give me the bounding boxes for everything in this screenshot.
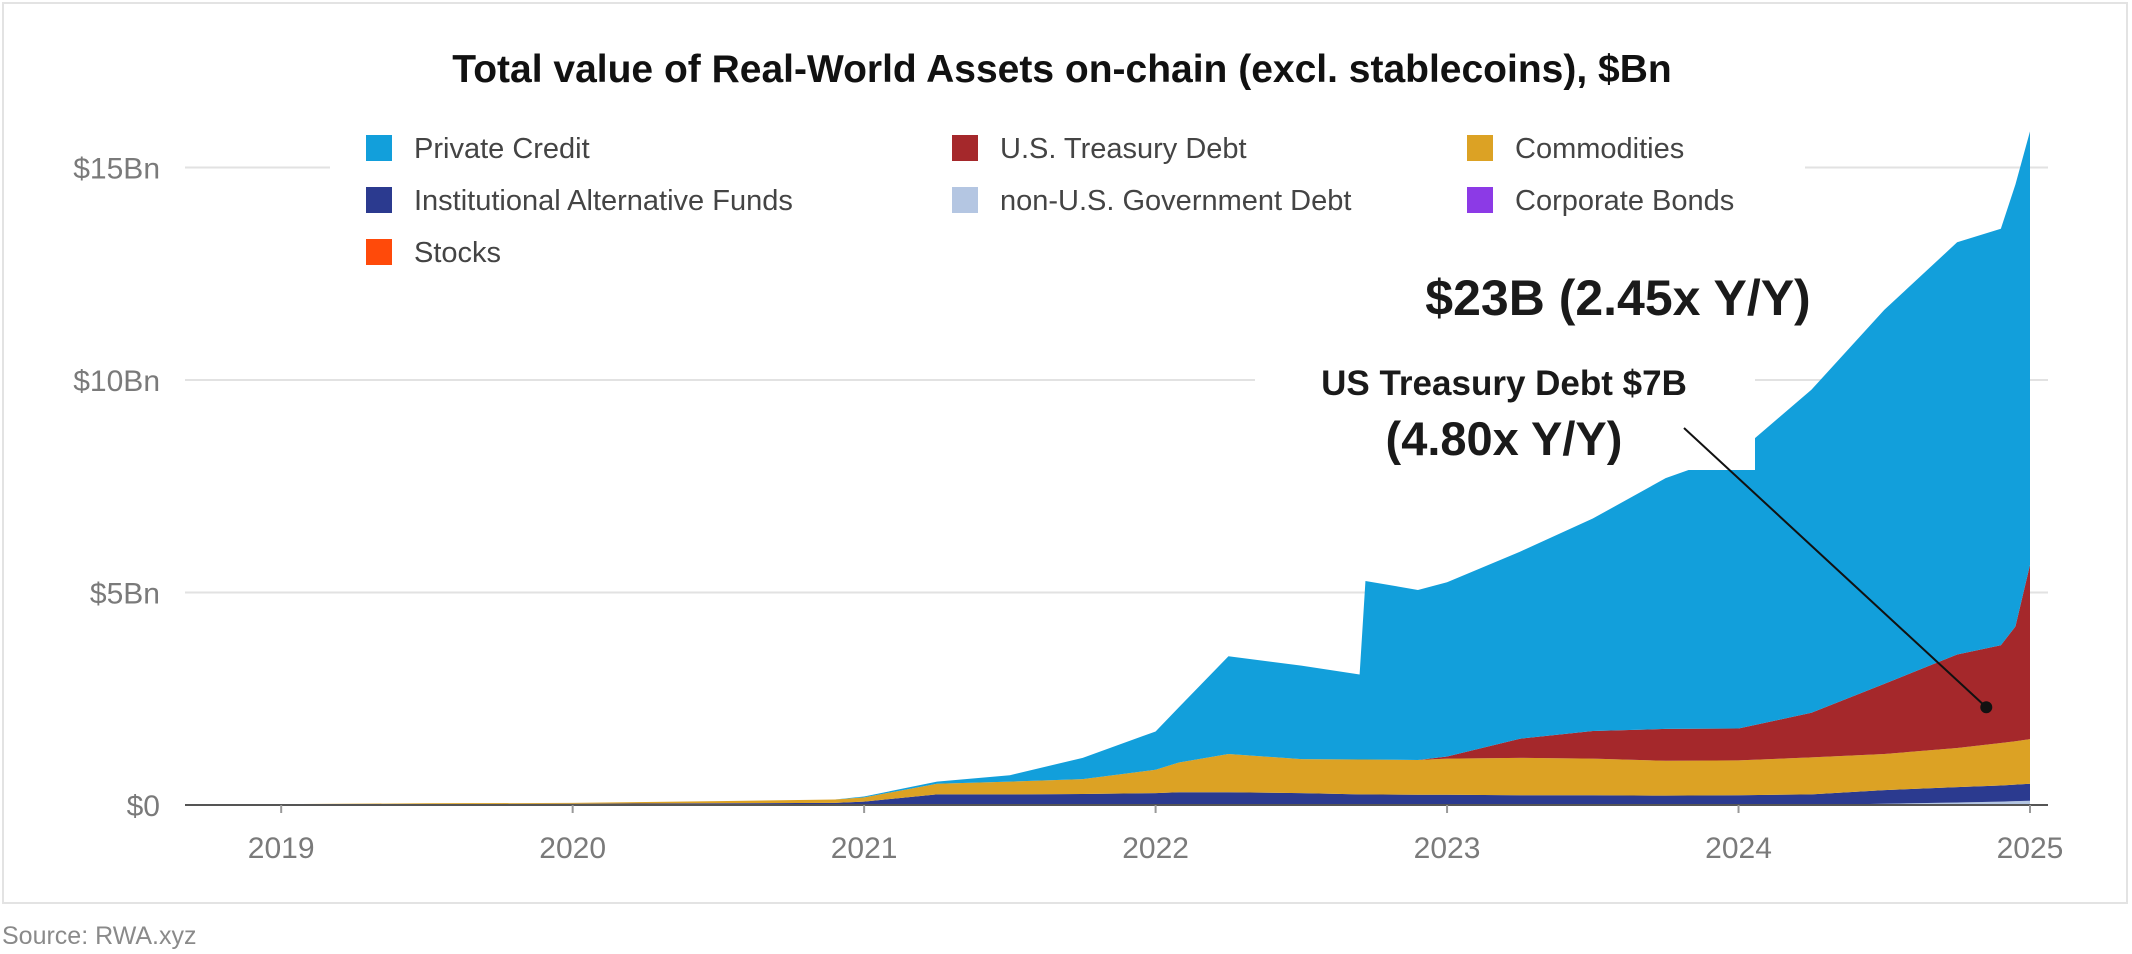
legend-swatch — [366, 135, 392, 161]
legend-label: Stocks — [414, 237, 501, 269]
x-tick-label: 2019 — [248, 832, 315, 865]
legend-label: U.S. Treasury Debt — [1000, 133, 1247, 165]
annotations: $23B (2.45x Y/Y) US Treasury Debt $7B (4.8… — [1255, 270, 1993, 714]
x-tick-label: 2024 — [1705, 832, 1772, 865]
chart-frame — [2, 2, 2128, 904]
annotation-treasury-line-2: (4.80x Y/Y) — [1386, 412, 1623, 465]
area-institutional-alternative-funds — [185, 783, 2030, 805]
x-tick-label: 2025 — [1997, 832, 2064, 865]
legend-swatch — [366, 239, 392, 265]
area-commodities — [185, 739, 2030, 805]
annotation-treasury-line-1: US Treasury Debt $7B — [1321, 364, 1687, 403]
legend-background — [330, 118, 1805, 283]
x-tick-label: 2021 — [831, 832, 898, 865]
legend: Private Credit U.S. Treasury Debt Commodit… — [330, 118, 1805, 283]
y-tick-label: $5Bn — [90, 578, 160, 611]
annotation-pointer-dot — [1980, 701, 1993, 714]
area-u-s-treasury-debt — [185, 564, 2030, 805]
legend-label: non-U.S. Government Debt — [1000, 185, 1351, 217]
x-tick-label: 2022 — [1122, 832, 1189, 865]
legend-swatch — [366, 187, 392, 213]
y-tick-label: $10Bn — [73, 365, 160, 398]
legend-label: Institutional Alternative Funds — [414, 185, 793, 217]
legend-swatch — [1467, 187, 1493, 213]
annotation-background — [1255, 350, 1755, 470]
axes: $0 $5Bn $10Bn $15Bn 2019 2020 2021 2022 2023 2024… — [73, 153, 2063, 866]
y-tick-label: $0 — [127, 790, 160, 823]
legend-label: Private Credit — [414, 133, 590, 165]
y-tick-label: $15Bn — [73, 153, 160, 186]
area-private-credit — [185, 131, 2030, 805]
chart-title: Total value of Real-World Assets on-chai… — [452, 48, 1671, 91]
x-tick-label: 2020 — [539, 832, 606, 865]
annotation-total: $23B (2.45x Y/Y) — [1425, 270, 1810, 326]
legend-swatch — [952, 187, 978, 213]
x-tick-label: 2023 — [1414, 832, 1481, 865]
source-note: Source: RWA.xyz — [2, 922, 197, 950]
legend-label: Corporate Bonds — [1515, 185, 1734, 217]
legend-swatch — [1467, 135, 1493, 161]
annotation-pointer-line — [1683, 427, 1987, 708]
legend-label: Commodities — [1515, 133, 1684, 165]
legend-swatch — [952, 135, 978, 161]
